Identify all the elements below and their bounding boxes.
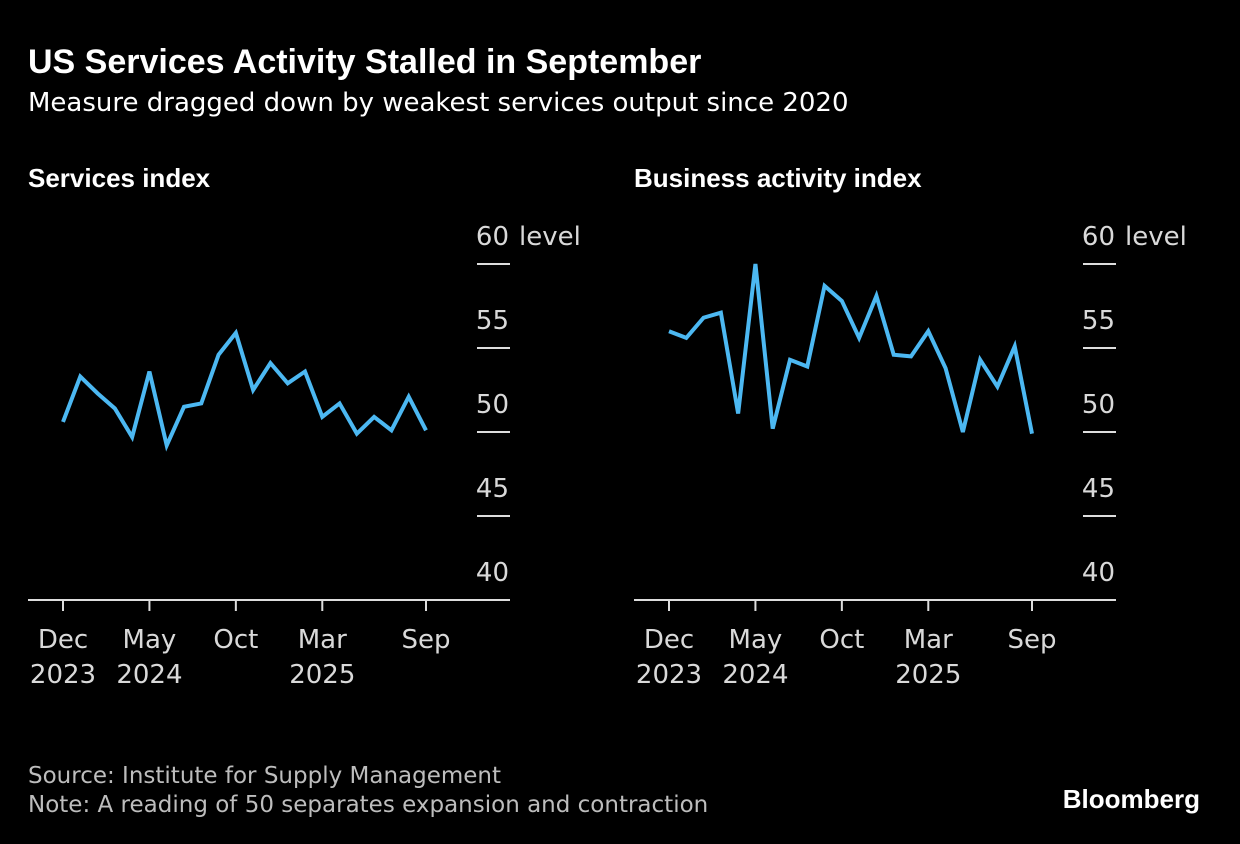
y-tick-label: 55 [1082, 306, 1115, 336]
source: Source: Institute for Supply Management [28, 763, 501, 789]
y-tick-label: 60 [476, 222, 509, 252]
x-tick-label: Sep [401, 625, 450, 655]
x-tick-label: Dec 2023 [30, 625, 96, 690]
logo: Bloomberg [1063, 784, 1200, 814]
y-tick-label: 45 [476, 474, 509, 504]
panel-title: Services index [28, 163, 211, 193]
y-tick-label: 50 [476, 390, 509, 420]
x-tick-label: May 2024 [116, 625, 182, 690]
x-tick-label: Sep [1007, 625, 1056, 655]
y-tick-label: 40 [476, 558, 509, 588]
x-tick-label: Mar 2025 [895, 625, 961, 690]
x-tick-label: Oct [819, 625, 864, 655]
line-series [61, 328, 428, 452]
x-tick-label: Oct [213, 625, 258, 655]
y-tick-label: 50 [1082, 390, 1115, 420]
x-tick-label: May 2024 [722, 625, 788, 690]
chart-subtitle: Measure dragged down by weakest services… [28, 88, 849, 118]
y-tick-label: 45 [1082, 474, 1115, 504]
note: Note: A reading of 50 separates expansio… [28, 792, 708, 818]
y-tick-label: 55 [476, 306, 509, 336]
y-tick-label: 40 [1082, 558, 1115, 588]
y-tick-label: 60 [1082, 222, 1115, 252]
x-tick-label: Dec 2023 [636, 625, 702, 690]
y-unit: level [1125, 222, 1187, 252]
chart-title: US Services Activity Stalled in Septembe… [28, 43, 701, 81]
x-tick-label: Mar 2025 [289, 625, 355, 690]
panel-title: Business activity index [634, 163, 922, 193]
line-series [668, 263, 1034, 435]
y-unit: level [519, 222, 581, 252]
